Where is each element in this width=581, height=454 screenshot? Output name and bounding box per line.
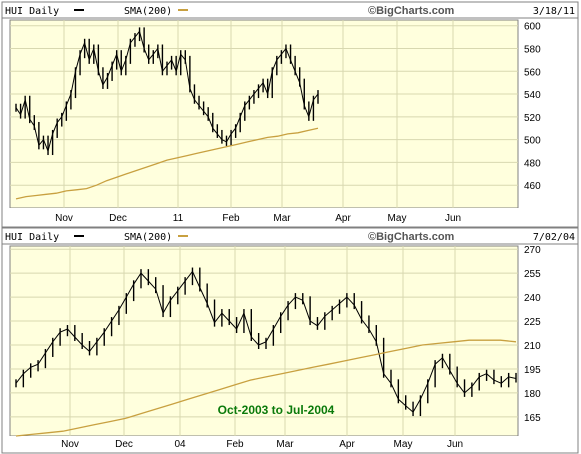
y-tick-label: 165 <box>524 413 541 424</box>
y-tick-label: 500 <box>524 136 541 147</box>
x-tick-label: May <box>388 213 407 224</box>
y-tick-label: 225 <box>524 317 541 328</box>
brand-watermark: ©BigCharts.com <box>368 231 455 243</box>
chart-date: 3/18/11 <box>533 6 575 17</box>
legend-label-sma: SMA(200) <box>124 6 172 17</box>
date-range-annotation: Oct-2003 to Jul-2004 <box>218 403 335 417</box>
x-tick-label: Nov <box>61 439 79 450</box>
panel-header <box>1 1 579 19</box>
y-tick-label: 210 <box>524 341 541 352</box>
x-tick-label: 11 <box>173 213 184 224</box>
y-tick-label: 540 <box>524 90 541 101</box>
y-tick-label: 460 <box>524 181 541 192</box>
legend-label-price: HUI Daily <box>5 6 59 17</box>
y-tick-label: 195 <box>524 365 541 376</box>
brand-watermark: ©BigCharts.com <box>368 5 455 17</box>
y-tick-label: 270 <box>524 245 541 256</box>
chart-date: 7/02/04 <box>533 232 575 243</box>
chart-panel-2 <box>1 227 579 454</box>
x-tick-label: Dec <box>115 439 133 450</box>
x-tick-label: 04 <box>174 439 186 450</box>
x-tick-label: Jun <box>447 439 463 450</box>
x-tick-label: Apr <box>335 213 351 224</box>
x-tick-label: Feb <box>222 213 240 224</box>
legend-label-sma: SMA(200) <box>124 232 172 243</box>
sma-line <box>15 127 319 200</box>
y-tick-label: 255 <box>524 269 541 280</box>
legend-swatch-price <box>74 9 84 11</box>
y-tick-label: 480 <box>524 158 541 169</box>
legend-swatch-sma <box>178 235 188 237</box>
legend-label-price: HUI Daily <box>5 232 59 243</box>
x-tick-label: Jun <box>445 213 461 224</box>
panel-frame <box>1 17 579 228</box>
panel-frame <box>1 243 579 454</box>
chart-panel-1 <box>1 1 579 228</box>
y-tick-label: 600 <box>524 22 541 33</box>
x-tick-label: Apr <box>339 439 355 450</box>
y-tick-label: 240 <box>524 293 541 304</box>
x-tick-label: Nov <box>55 213 73 224</box>
price-line <box>15 270 517 413</box>
y-tick-label: 560 <box>524 67 541 78</box>
y-tick-label: 180 <box>524 389 541 400</box>
price-line <box>15 30 319 153</box>
axis-band <box>2 436 578 453</box>
x-tick-label: Dec <box>109 213 127 224</box>
panel-header <box>1 227 579 245</box>
y-tick-label: 580 <box>524 44 541 55</box>
x-tick-label: Mar <box>276 439 294 450</box>
axis-band <box>2 208 578 227</box>
sma-line <box>15 339 517 437</box>
plot-area <box>9 245 519 437</box>
x-tick-label: May <box>394 439 413 450</box>
y-tick-label: 520 <box>524 113 541 124</box>
legend-swatch-sma <box>178 9 188 11</box>
x-tick-label: Feb <box>226 439 244 450</box>
x-tick-label: Mar <box>273 213 291 224</box>
legend-swatch-price <box>74 235 84 237</box>
